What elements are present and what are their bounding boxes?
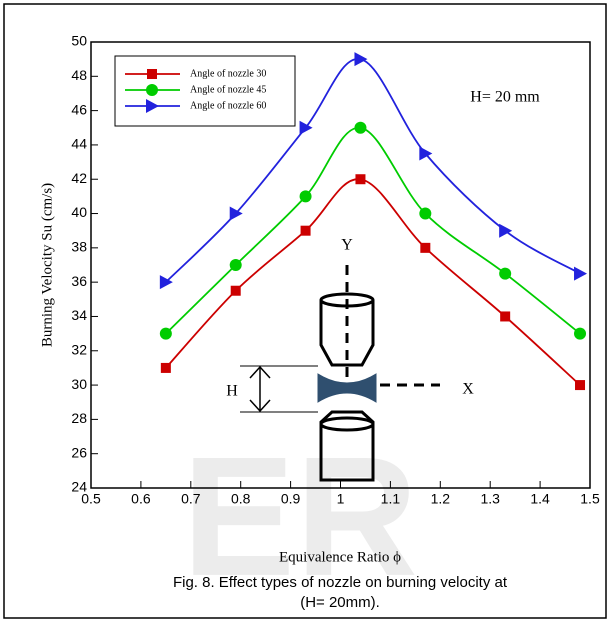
x-tick-label: 1.4 [530, 491, 550, 507]
marker [574, 327, 587, 340]
y-tick-label: 50 [71, 33, 87, 49]
legend-marker [146, 99, 159, 113]
y-tick-label: 24 [71, 479, 87, 495]
y-axis-label: Burning Velocity Su (cm/s) [39, 183, 55, 347]
marker [419, 207, 432, 220]
marker [229, 206, 243, 221]
y-tick-label: 26 [71, 444, 87, 460]
marker [159, 275, 173, 290]
y-tick-label: 48 [71, 67, 87, 83]
nozzle-diagram [240, 265, 440, 482]
x-tick-label: 1.3 [480, 491, 500, 507]
legend-box [114, 55, 296, 127]
marker [300, 225, 311, 236]
caption: Fig. 8. Effect types of nozzle on burnin… [173, 574, 508, 591]
annotation: H= 20 mm [470, 89, 540, 106]
marker [160, 362, 171, 373]
x-tick-label: 1.5 [580, 491, 600, 507]
page-frame [3, 3, 607, 619]
watermark: ER [182, 422, 418, 612]
y-tick-label: 44 [71, 136, 87, 152]
x-tick-label: 0.6 [131, 491, 151, 507]
x-tick-label: 0.8 [231, 491, 251, 507]
marker [499, 267, 512, 280]
x-axis-label: Equivalence Ratio ϕ [279, 549, 401, 565]
legend-label: Angle of nozzle 45 [190, 84, 266, 95]
x-tick-label: 1.2 [431, 491, 451, 507]
marker [354, 121, 367, 134]
y-tick-label: 38 [71, 239, 87, 255]
marker [229, 259, 242, 271]
y-tick-label: 30 [71, 376, 87, 392]
marker [500, 311, 511, 322]
x-tick-label: 0.5 [81, 491, 101, 507]
x-tick-label: 0.9 [281, 491, 301, 507]
y-tick-label: 42 [71, 170, 87, 186]
marker [420, 242, 431, 253]
legend-label: Angle of nozzle 30 [190, 68, 266, 79]
marker [299, 120, 313, 135]
diagram-label: X [462, 381, 474, 398]
y-tick-label: 36 [71, 273, 87, 289]
x-tick-label: 0.7 [181, 491, 201, 507]
x-tick-label: 1.1 [381, 491, 401, 507]
y-tick-label: 46 [71, 101, 87, 117]
y-tick-label: 40 [71, 204, 87, 220]
marker [419, 146, 433, 161]
marker [355, 174, 366, 185]
legend-marker [147, 69, 157, 79]
diagram-label: Y [341, 237, 353, 254]
diagram-label: H [226, 383, 238, 400]
series-line [165, 178, 581, 386]
y-tick-label: 28 [71, 410, 87, 426]
marker [575, 380, 586, 391]
marker [299, 190, 312, 203]
legend-marker [146, 84, 158, 96]
marker [159, 327, 172, 340]
y-tick-label: 32 [71, 341, 87, 357]
caption: (H= 20mm). [300, 594, 380, 611]
marker [574, 266, 588, 281]
marker [354, 52, 368, 67]
y-tick-label: 34 [71, 307, 87, 323]
legend-label: Angle of nozzle 60 [190, 100, 266, 111]
x-tick-label: 1 [337, 491, 345, 507]
marker [230, 285, 241, 296]
marker [499, 223, 513, 238]
